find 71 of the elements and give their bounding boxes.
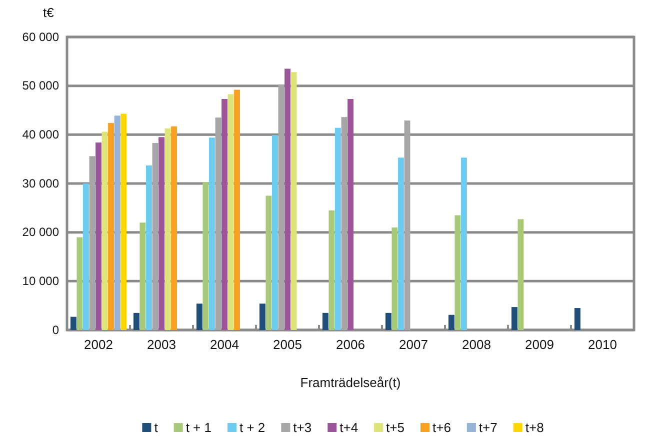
x-tick-label: 2004 <box>210 337 239 352</box>
bar <box>385 312 392 330</box>
y-tick-label: 30 000 <box>22 176 60 190</box>
bar <box>202 182 209 330</box>
y-axis-title: t€ <box>43 5 55 20</box>
bar <box>290 72 297 330</box>
bar <box>228 94 234 330</box>
legend-label: t <box>154 420 158 435</box>
bar <box>322 312 328 330</box>
bar <box>284 68 290 330</box>
bar <box>392 227 398 330</box>
legend-label: t+5 <box>386 420 404 435</box>
bar <box>102 132 108 330</box>
bar <box>76 237 83 330</box>
x-tick-label: 2007 <box>399 337 428 352</box>
legend-label: t+6 <box>432 420 451 435</box>
x-tick-label: 2005 <box>273 337 302 352</box>
y-tick-label: 50 000 <box>22 78 60 93</box>
bar <box>398 158 404 330</box>
bar <box>171 126 178 330</box>
bar <box>454 215 461 330</box>
bar <box>196 304 202 330</box>
bar <box>114 116 120 330</box>
bar <box>334 128 341 330</box>
bar <box>120 114 127 330</box>
bar <box>215 118 222 330</box>
x-tick-label: 2009 <box>525 337 554 352</box>
bar <box>133 312 140 330</box>
bar <box>140 222 146 330</box>
y-tick-label: 20 000 <box>22 225 60 240</box>
y-tick-label: 40 000 <box>22 128 60 142</box>
bar <box>448 314 454 330</box>
bar <box>222 99 228 330</box>
bar <box>341 117 348 330</box>
bar <box>404 120 410 330</box>
x-tick-label: 2003 <box>147 337 176 352</box>
legend-label: t+8 <box>525 420 544 435</box>
bar <box>574 308 580 330</box>
bar <box>152 142 158 330</box>
bar <box>328 210 335 330</box>
bar <box>89 156 96 330</box>
legend-label: t + 1 <box>186 420 212 435</box>
x-tick-label: 2008 <box>462 337 491 352</box>
x-tick-label: 2010 <box>588 337 617 352</box>
y-tick-label: 60 000 <box>22 30 60 44</box>
bar <box>96 142 102 330</box>
bar <box>70 316 76 330</box>
bar <box>146 165 152 330</box>
legend-label: t+7 <box>478 420 498 435</box>
legend-label: t + 2 <box>240 420 266 435</box>
bar <box>511 307 518 330</box>
bar <box>158 137 164 330</box>
bar <box>82 184 89 330</box>
bar <box>518 219 524 330</box>
bar <box>272 135 278 330</box>
bar <box>348 99 354 330</box>
bar <box>208 138 215 330</box>
legend-label: t+3 <box>293 420 312 435</box>
bar <box>278 84 284 330</box>
x-axis-title: Framträdelseår(t) <box>300 375 401 390</box>
x-tick-label: 2002 <box>84 337 113 352</box>
y-tick-label: 10 000 <box>22 274 60 288</box>
bar <box>234 90 240 330</box>
x-tick-label: 2006 <box>336 337 365 352</box>
bar <box>164 128 171 330</box>
bar <box>108 122 114 330</box>
legend-label: t+4 <box>340 420 358 435</box>
bar <box>259 304 266 330</box>
y-tick-label: 0 <box>52 322 60 337</box>
bar <box>266 196 272 330</box>
bar <box>460 158 467 330</box>
